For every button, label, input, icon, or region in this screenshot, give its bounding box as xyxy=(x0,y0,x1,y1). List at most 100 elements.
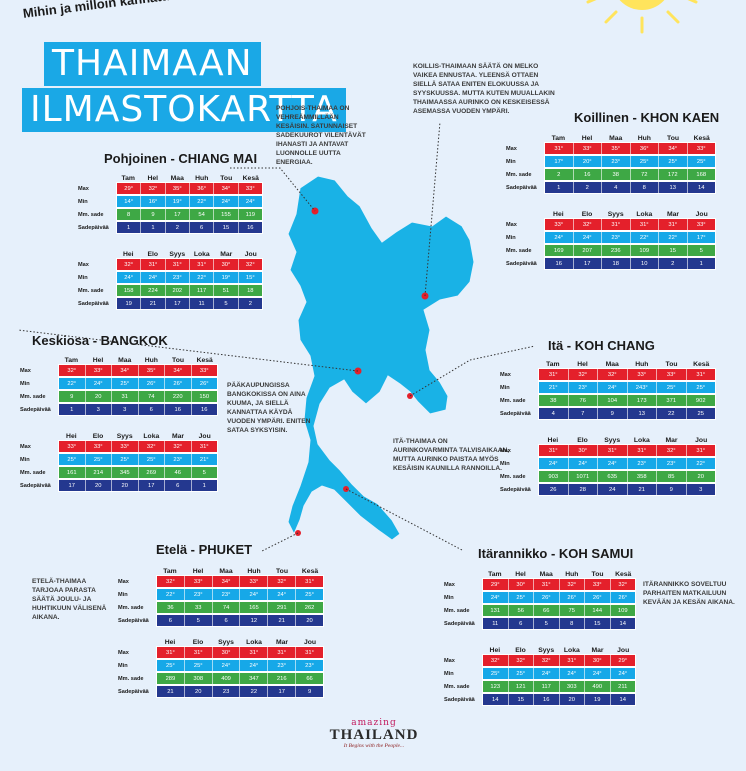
table-cell: 224 xyxy=(141,285,166,296)
table-cell: 33° xyxy=(112,441,139,452)
month-label: Loka xyxy=(246,639,262,646)
table-cell: 33° xyxy=(185,576,213,587)
row-label: Min xyxy=(78,198,88,205)
month-label: Tam xyxy=(488,571,502,578)
table-cell: 31° xyxy=(240,647,269,658)
table-cell: 29° xyxy=(117,183,142,194)
row-label: Mm. sade xyxy=(506,247,532,254)
row-label: Sadepäivää xyxy=(20,482,51,489)
table-cell: 74 xyxy=(139,391,165,402)
table-cell: 109 xyxy=(631,245,659,256)
table-cell: 172 xyxy=(659,169,688,180)
table-cell: 32° xyxy=(139,441,165,452)
table-row-min: Min 25° 25° 25° 25° 23° 21° xyxy=(20,453,218,466)
month-label: Syys xyxy=(169,251,186,258)
table-cell: 25° xyxy=(659,156,688,167)
table-cell: 30° xyxy=(585,655,611,666)
table-cell: 20 xyxy=(560,694,585,705)
logo-big-text: THAILAND xyxy=(329,727,419,743)
month-label: Mar xyxy=(220,251,233,258)
row-label: Mm. sade xyxy=(20,469,46,476)
row-label: Max xyxy=(506,145,517,152)
table-cell: 902 xyxy=(695,397,706,404)
month-label: Jou xyxy=(695,437,708,444)
table-row-max: Max 32° 31° 31° 31° 30° 32° xyxy=(78,258,263,271)
table-cell: 24° xyxy=(569,458,598,469)
table-row-rain: Mm. sade 131 56 66 75 144 109 xyxy=(444,604,636,617)
table-cell: 24° xyxy=(574,232,602,243)
table-row-rain: Mm. sade 169 207 236 109 15 5 xyxy=(506,244,716,257)
table-cell: 24° xyxy=(240,589,269,600)
row-label: Mm. sade xyxy=(500,397,526,404)
table-khon-kaen-1: Tam Hel Maa Huh Tou Kesä Max 31° 33° 35° 36° 34° 33°… xyxy=(506,130,716,194)
table-row-max: Max 31° 30° 31° 31° 32° 31° xyxy=(500,444,716,457)
month-label: Hel xyxy=(192,568,204,575)
month-header-row: Tam Hel Maa Huh Tou Kesä xyxy=(500,356,716,368)
table-cell: 22 xyxy=(657,408,687,419)
table-cell: 31° xyxy=(157,647,185,658)
month-label: Huh xyxy=(635,361,649,368)
table-cell: 15° xyxy=(245,274,255,281)
row-label: Min xyxy=(500,384,510,391)
table-cell: 26° xyxy=(199,380,209,387)
table-cell: 33° xyxy=(574,143,602,154)
table-chiang-mai-2: Hei Elo Syys Loka Mar Jou Max 32° 31° 31° 31° 30° 32… xyxy=(78,246,263,310)
table-cell: 24° xyxy=(214,196,239,207)
month-label: Tou xyxy=(220,175,233,182)
row-label: Sadepäivää xyxy=(506,260,537,267)
row-label: Max xyxy=(78,261,89,268)
table-row-max: Max 31° 33° 35° 36° 34° 33° xyxy=(506,142,716,155)
row-label: Sadepäivää xyxy=(444,620,475,627)
table-cell: 14 xyxy=(698,184,705,191)
table-cell: 23° xyxy=(166,272,190,283)
table-cell: 11 xyxy=(483,618,509,629)
table-cell: 32° xyxy=(657,445,687,456)
table-cell: 31° xyxy=(631,219,659,230)
table-cell: 31° xyxy=(545,143,574,154)
table-cell: 31° xyxy=(696,447,706,454)
table-cell: 903 xyxy=(539,471,569,482)
month-label: Kesä xyxy=(301,568,319,575)
table-cell: 31° xyxy=(305,649,314,656)
table-cell: 20 xyxy=(306,617,313,624)
region-title-koh-samui: Itärannikko - KOH SAMUI xyxy=(478,546,634,561)
table-cell: 345 xyxy=(112,467,139,478)
month-label: Maa xyxy=(609,135,623,142)
table-cell: 8 xyxy=(117,209,142,220)
table-cell: 30° xyxy=(214,259,239,270)
table-cell: 9 xyxy=(598,408,628,419)
month-label: Jou xyxy=(244,251,257,258)
table-cell: 9 xyxy=(141,209,166,220)
table-cell: 25° xyxy=(657,382,687,393)
table-cell: 17 xyxy=(139,480,165,491)
table-cell: 173 xyxy=(628,395,657,406)
table-row-min: Min 24° 24° 24° 23° 23° 22° xyxy=(500,457,716,470)
table-cell: 2 xyxy=(659,258,688,269)
month-label: Loka xyxy=(633,437,650,444)
table-cell: 21 xyxy=(141,298,166,309)
table-row-max: Max 29° 30° 31° 32° 33° 32° xyxy=(444,578,636,591)
table-cell: 75 xyxy=(560,605,585,616)
table-cell: 34° xyxy=(165,365,192,376)
table-cell: 5 xyxy=(185,615,213,626)
row-label: Sadepäivää xyxy=(78,224,109,231)
table-cell: 1 xyxy=(545,182,574,193)
table-cell: 38 xyxy=(602,169,631,180)
table-cell: 371 xyxy=(657,395,687,406)
row-label: Min xyxy=(444,594,454,601)
month-header-row: Tam Hel Maa Huh Tou Kesä xyxy=(78,170,263,182)
table-cell: 20 xyxy=(86,480,112,491)
table-cell: 25° xyxy=(86,454,112,465)
month-label: Tam xyxy=(163,568,177,575)
table-cell: 35° xyxy=(166,183,190,194)
table-cell: 13 xyxy=(628,408,657,419)
table-cell: 21° xyxy=(199,456,209,463)
table-row-max: Max 33° 33° 33° 32° 32° 31° xyxy=(20,440,218,453)
table-cell: 25° xyxy=(631,156,659,167)
table-cell: 17 xyxy=(59,480,86,491)
page-title-line2: ILMASTOKARTTA xyxy=(22,88,346,132)
month-header-row: Tam Hel Maa Huh Tou Kesä xyxy=(506,130,716,142)
table-cell: 36° xyxy=(190,183,215,194)
month-label: Huh xyxy=(144,357,158,364)
table-cell: 2 xyxy=(574,182,602,193)
